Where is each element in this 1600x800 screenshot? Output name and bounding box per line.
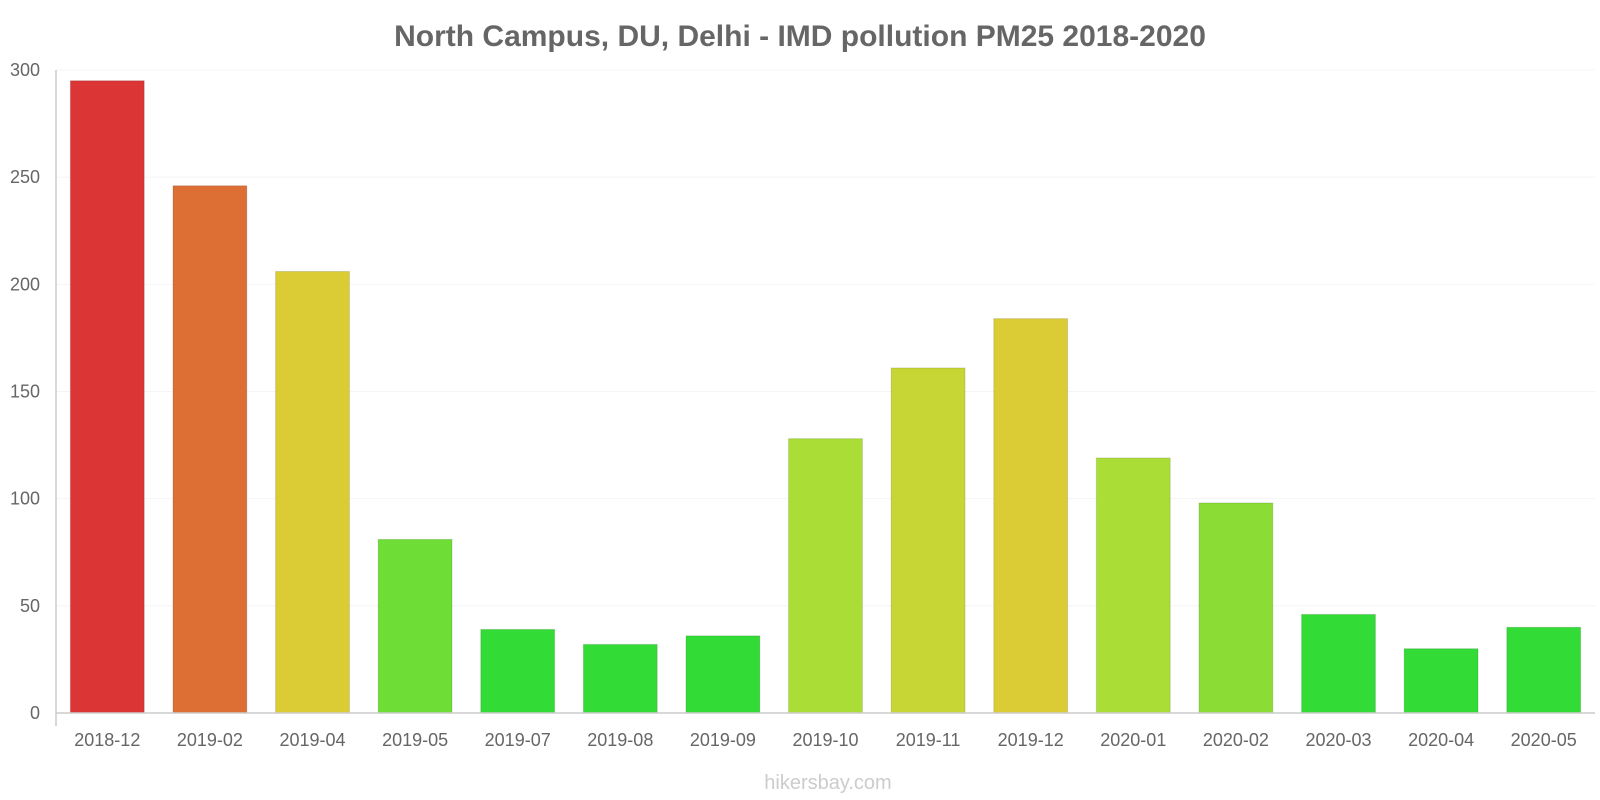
- y-tick-label: 150: [10, 382, 40, 402]
- x-tick-label: 2019-11: [896, 730, 961, 750]
- watermark-text: hikersbay.com: [764, 772, 891, 794]
- y-tick-label: 50: [20, 596, 40, 616]
- y-tick-label: 300: [10, 60, 40, 80]
- bars: [69, 80, 1582, 714]
- x-tick-label: 2020-05: [1511, 730, 1577, 750]
- bar-2019-08: [582, 643, 658, 714]
- x-tick-label: 2020-01: [1100, 730, 1166, 750]
- bar-2019-09: [685, 635, 761, 714]
- x-tick-label: 2020-02: [1203, 730, 1269, 750]
- x-tick-label: 2020-03: [1305, 730, 1371, 750]
- bar-2019-12: [993, 318, 1069, 714]
- x-tick-label: 2018-12: [74, 730, 140, 750]
- bar-2019-11: [890, 367, 966, 714]
- x-tick-label: 2019-04: [279, 730, 345, 750]
- x-tick-label: 2019-12: [998, 730, 1064, 750]
- bar-2020-05: [1506, 626, 1582, 714]
- x-tick-labels: 2018-12 2019-02 2019-04 2019-05 2019-07 2019-…: [74, 730, 1576, 750]
- x-tick-label: 2019-08: [587, 730, 653, 750]
- bar-2019-04: [275, 270, 350, 714]
- bar-2020-01: [1095, 457, 1171, 714]
- x-tick-label: 2019-10: [792, 730, 858, 750]
- x-tick-label: 2019-07: [485, 730, 551, 750]
- bar-2019-05: [377, 538, 453, 714]
- y-tick-label: 200: [10, 274, 40, 294]
- y-tick-label: 0: [30, 703, 40, 723]
- x-tick-label: 2019-09: [690, 730, 756, 750]
- bar-2019-10: [788, 438, 863, 714]
- axes: [55, 70, 1595, 726]
- chart-title: North Campus, DU, Delhi - IMD pollution …: [394, 20, 1206, 53]
- bar-2019-02: [172, 185, 248, 714]
- bar-2020-04: [1403, 648, 1479, 714]
- y-tick-labels: 0 50 100 150 200 250 300: [10, 60, 40, 723]
- bar-2019-07: [480, 628, 556, 714]
- y-tick-label: 250: [10, 167, 40, 187]
- x-tick-label: 2019-05: [382, 730, 448, 750]
- x-tick-label: 2019-02: [177, 730, 243, 750]
- bar-2020-03: [1301, 613, 1376, 714]
- y-tick-label: 100: [10, 489, 40, 509]
- bar-2020-02: [1198, 502, 1274, 714]
- bar-2018-12: [69, 80, 145, 714]
- x-tick-label: 2020-04: [1408, 730, 1474, 750]
